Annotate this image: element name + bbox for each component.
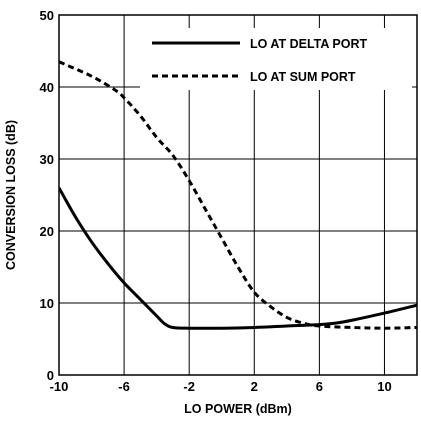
y-tick-label: 0: [47, 368, 54, 383]
y-tick-label: 40: [40, 80, 54, 95]
x-tick-label: -6: [118, 379, 130, 394]
y-tick-label: 50: [40, 8, 54, 23]
legend-label-delta-port: LO AT DELTA PORT: [250, 37, 367, 51]
y-axis-label: CONVERSION LOSS (dB): [4, 120, 18, 270]
y-tick-label: 10: [40, 296, 54, 311]
x-tick-label: -10: [50, 379, 69, 394]
legend-label-sum-port: LO AT SUM PORT: [250, 70, 356, 84]
tick-labels: -10 -6 -2 2 6 10 0 10 20 30 40 50: [40, 8, 392, 394]
x-axis-label: LO POWER (dBm): [184, 402, 292, 416]
series-line-sum-port: [59, 60, 417, 330]
x-tick-label: 6: [316, 379, 323, 394]
legend: LO AT DELTA PORT LO AT SUM PORT: [140, 28, 412, 90]
y-tick-label: 30: [40, 152, 54, 167]
plot-frame: [58, 14, 418, 376]
x-tick-label: -2: [183, 379, 195, 394]
x-tick-label: 2: [251, 379, 258, 394]
legend-background: [140, 28, 412, 90]
series-layer: [59, 60, 417, 330]
series-line-delta-port: [59, 187, 417, 330]
y-tick-label: 20: [40, 224, 54, 239]
x-tick-label: 10: [377, 379, 391, 394]
